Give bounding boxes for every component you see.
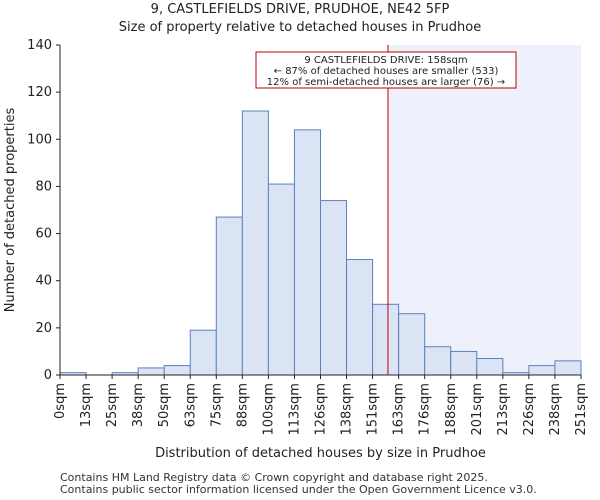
bar-126sqm — [320, 200, 348, 376]
x-tick-label: 176sqm — [418, 383, 433, 436]
annotation-line-3: 12% of semi-detached houses are larger (… — [267, 77, 505, 88]
x-tick-label: 151sqm — [366, 383, 381, 436]
bar-38sqm — [137, 367, 165, 376]
bar-151sqm — [372, 303, 400, 376]
annotation-line-1: 9 CASTLEFIELDS DRIVE: 158sqm — [304, 55, 467, 66]
x-tick-label: 50sqm — [157, 383, 172, 427]
x-tick-label: 113sqm — [287, 383, 302, 436]
y-axis-label: Number of detached properties — [3, 108, 18, 313]
annotation-line-2: ← 87% of detached houses are smaller (53… — [274, 66, 499, 77]
bar-100sqm — [267, 183, 295, 376]
x-tick-label: 126sqm — [314, 383, 329, 436]
bar-226sqm — [528, 365, 556, 376]
bar-63sqm — [189, 329, 217, 376]
x-tick-label: 75sqm — [209, 383, 224, 427]
chart-subtitle: Size of property relative to detached ho… — [118, 20, 482, 35]
x-tick-label: 100sqm — [261, 383, 276, 436]
y-tick-label: 20 — [35, 321, 52, 336]
x-tick-label: 63sqm — [183, 383, 198, 427]
y-tick-label: 140 — [27, 38, 52, 53]
bar-113sqm — [293, 129, 322, 376]
x-tick-label: 0sqm — [53, 383, 68, 419]
bar-50sqm — [163, 365, 191, 376]
x-tick-label: 25sqm — [105, 383, 120, 427]
x-tick-label: 201sqm — [470, 383, 485, 436]
footer-copyright: Contains HM Land Registry data © Crown c… — [60, 471, 488, 484]
x-tick-label: 13sqm — [79, 383, 94, 427]
chart-title-address: 9, CASTLEFIELDS DRIVE, PRUDHOE, NE42 5FP — [150, 2, 450, 17]
x-tick-label: 138sqm — [340, 383, 355, 436]
x-tick-label: 238sqm — [548, 383, 563, 436]
x-tick-label: 188sqm — [444, 383, 459, 436]
annotation-box: 9 CASTLEFIELDS DRIVE: 158sqm ← 87% of de… — [255, 51, 517, 89]
y-tick-label: 0 — [44, 368, 52, 383]
bar-188sqm — [450, 350, 478, 376]
bar-201sqm — [476, 358, 504, 376]
y-tick-label: 40 — [35, 274, 52, 289]
x-tick-label: 38sqm — [131, 383, 146, 427]
x-axis-label: Distribution of detached houses by size … — [155, 446, 486, 461]
y-tick-label: 80 — [35, 179, 52, 194]
footer-licence: Contains public sector information licen… — [60, 483, 537, 496]
bar-138sqm — [346, 259, 374, 376]
x-tick-label: 163sqm — [392, 383, 407, 436]
x-tick-label: 226sqm — [522, 383, 537, 436]
bar-88sqm — [241, 110, 269, 376]
y-tick-label: 60 — [35, 227, 52, 242]
y-tick-label: 120 — [27, 85, 52, 100]
bar-176sqm — [424, 346, 452, 376]
x-tick-label: 251sqm — [574, 383, 589, 436]
bar-238sqm — [554, 360, 582, 376]
y-tick-label: 100 — [27, 132, 52, 147]
bar-75sqm — [215, 216, 243, 376]
x-tick-label: 88sqm — [235, 383, 250, 427]
bar-163sqm — [398, 313, 426, 376]
x-tick-label: 213sqm — [496, 383, 511, 436]
